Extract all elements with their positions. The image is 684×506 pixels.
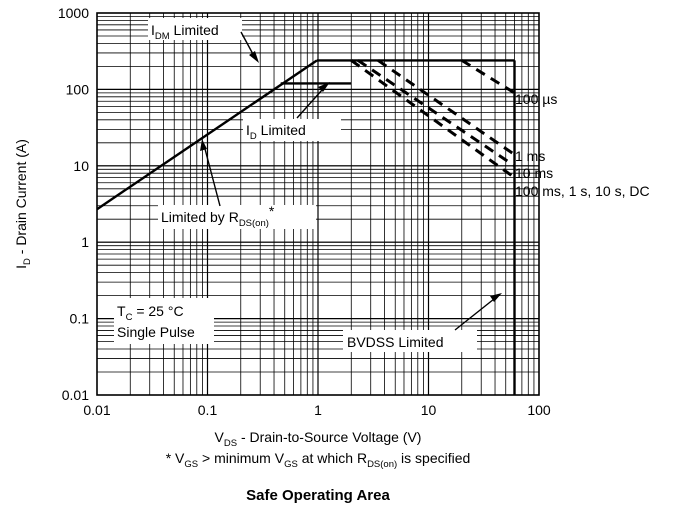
x-tick-label: 0.01	[83, 402, 110, 418]
series-line-ms1	[377, 59, 516, 156]
plot-frame	[96, 12, 540, 396]
series-lines	[96, 59, 516, 395]
id-label: ID Limited	[246, 122, 306, 142]
id-label-box	[243, 119, 341, 141]
idm-label: IDM Limited	[151, 22, 219, 42]
chart-title: Safe Operating Area	[246, 487, 390, 504]
y-tick-label: 0.1	[70, 311, 90, 327]
y-tick-label: 1	[81, 234, 89, 250]
series-line-ms10	[357, 59, 516, 168]
y-tick-label: 10	[73, 158, 89, 174]
us100-label: 100 µs	[515, 91, 557, 107]
bvdss-arrow	[454, 298, 495, 331]
idm-arrowhead	[249, 51, 259, 63]
ms1-label: 1 ms	[515, 148, 545, 164]
y-tick-label: 0.01	[62, 387, 89, 403]
tc-label-box	[114, 298, 214, 344]
series-line-rds	[96, 59, 318, 211]
y-tick-labels: 0.01 0.1 1 10 100 1000	[58, 5, 89, 403]
single-pulse-label: Single Pulse	[117, 324, 195, 340]
rds-arrowhead	[200, 139, 207, 151]
bvdss-arrowhead	[490, 293, 502, 302]
series-line-dc	[350, 59, 516, 179]
idm-label-box	[148, 18, 242, 40]
bvdss-label: BVDSS Limited	[347, 334, 443, 350]
y-axis-label: ID - Drain Current (A)	[13, 139, 33, 269]
ms10-label: 10 ms	[515, 165, 553, 181]
idm-arrow	[240, 31, 255, 57]
x-tick-label: 10	[421, 402, 437, 418]
rds-label-box	[158, 205, 316, 229]
id-arrowhead	[318, 82, 330, 92]
annotation-arrows	[200, 31, 502, 331]
tc-label: TC = 25 °C	[117, 303, 184, 323]
bvdss-label-box	[343, 330, 477, 352]
rds-label: Limited by RDS(on)*	[161, 203, 275, 229]
x-tick-labels: 0.01 0.1 1 10 100	[83, 402, 551, 418]
id-arrow	[296, 89, 323, 119]
series-line-us100	[461, 59, 516, 95]
y-tick-label: 1000	[58, 5, 89, 21]
footnote: * VGS > minimum VGS at which RDS(on) is …	[166, 450, 471, 470]
x-tick-label: 0.1	[198, 402, 218, 418]
x-axis-label: VDS - Drain-to-Source Voltage (V)	[215, 429, 422, 449]
x-tick-label: 100	[527, 402, 551, 418]
y-tick-label: 100	[66, 81, 90, 97]
x-tick-label: 1	[314, 402, 322, 418]
rds-arrow	[204, 148, 221, 207]
dc-label: 100 ms, 1 s, 10 s, DC	[515, 183, 650, 199]
